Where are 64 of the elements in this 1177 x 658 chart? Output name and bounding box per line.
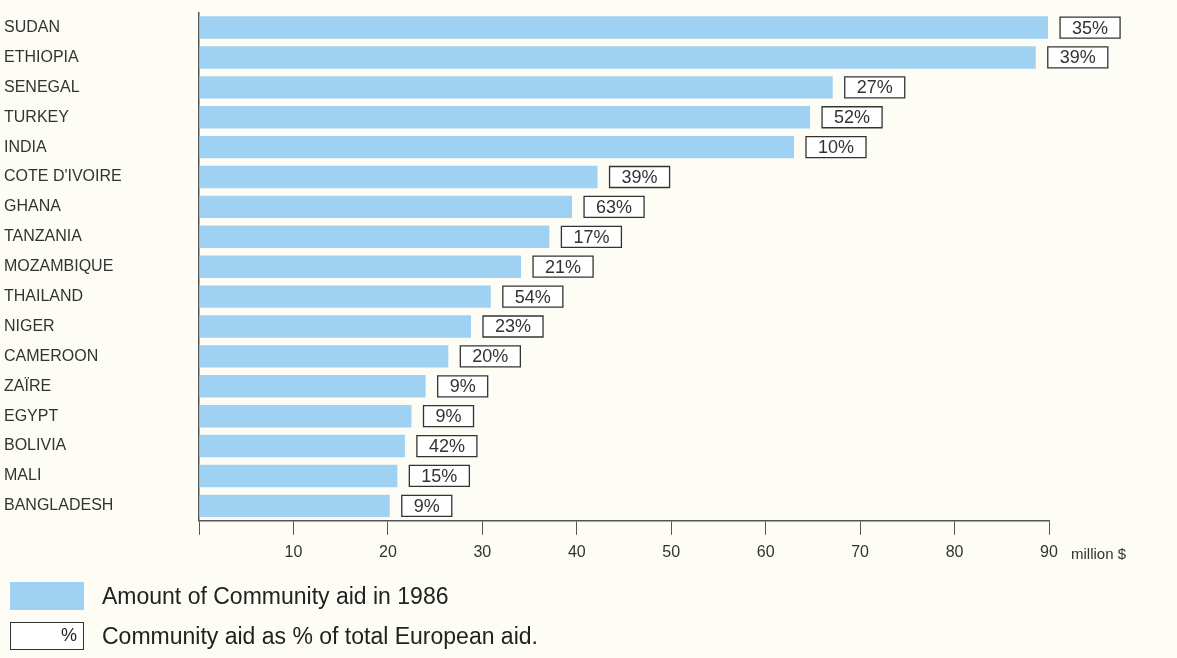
bar xyxy=(199,135,794,159)
bar xyxy=(199,375,426,398)
x-tick-label: 30 xyxy=(473,542,492,560)
y-tick-label: INDIA xyxy=(4,137,47,155)
annotation: 39% xyxy=(621,166,658,187)
x-tick-label: 10 xyxy=(284,542,303,560)
boxed-label-sample: % xyxy=(10,622,84,650)
annotation: 27% xyxy=(856,77,893,98)
bar xyxy=(199,434,405,458)
y-tick-label: EGYPT xyxy=(4,406,59,424)
bar xyxy=(199,255,522,278)
x-tick-label: 90 xyxy=(1040,542,1058,560)
annotation: 9% xyxy=(413,495,440,516)
annotation: 21% xyxy=(545,256,582,277)
x-tick-label: 50 xyxy=(662,542,681,560)
annotation: 42% xyxy=(428,436,465,457)
y-tick-label: BANGLADESH xyxy=(4,496,114,514)
annotation: 52% xyxy=(834,107,871,128)
y-tick-label: MOZAMBIQUE xyxy=(4,257,114,275)
bar xyxy=(199,345,449,368)
bar xyxy=(199,106,811,129)
y-tick-label: TANZANIA xyxy=(4,227,83,245)
bar xyxy=(199,46,1036,69)
y-tick-label: COTE D'IVOIRE xyxy=(4,167,122,185)
bar xyxy=(199,76,833,99)
annotation: 35% xyxy=(1072,17,1109,38)
annotation: 63% xyxy=(596,196,633,217)
annotation: 23% xyxy=(495,316,532,337)
annotation: 15% xyxy=(421,465,458,486)
y-tick-label: ZAÏRE xyxy=(4,376,52,394)
y-tick-label: SUDAN xyxy=(4,17,61,35)
x-tick-label: 20 xyxy=(378,542,397,560)
y-tick-label: TURKEY xyxy=(4,107,70,125)
bar xyxy=(199,494,390,518)
annotation: 17% xyxy=(573,226,610,247)
x-tick-label: 60 xyxy=(756,542,775,560)
bar xyxy=(199,225,550,249)
x-tick-label: 40 xyxy=(567,542,586,560)
annotation: 9% xyxy=(449,376,476,397)
bar xyxy=(199,195,573,219)
y-tick-label: GHANA xyxy=(4,197,62,215)
y-tick-label: BOLIVIA xyxy=(4,436,67,454)
bar xyxy=(199,165,598,189)
annotation: 39% xyxy=(1059,47,1096,68)
bar xyxy=(199,16,1049,39)
annotation: 54% xyxy=(514,286,551,307)
y-tick-label: THAILAND xyxy=(4,287,84,304)
x-tick-label: 70 xyxy=(851,542,870,560)
y-tick-label: NIGER xyxy=(4,316,55,334)
annotation: 10% xyxy=(818,137,855,158)
y-tick-label: CAMEROON xyxy=(4,346,99,364)
bar xyxy=(199,404,412,428)
y-tick-label: ETHIOPIA xyxy=(4,47,80,65)
y-tick-label: MALI xyxy=(4,466,42,484)
legend-label: Amount of Community aid in 1986 xyxy=(102,582,449,610)
y-tick-label: SENEGAL xyxy=(4,77,80,95)
bar xyxy=(199,464,398,488)
bar xyxy=(199,285,491,308)
bar xyxy=(199,315,471,338)
x-axis-title: million $ xyxy=(1071,544,1127,562)
text: Community aid as % of total European aid. xyxy=(102,622,538,650)
annotation: 20% xyxy=(472,346,509,367)
x-tick-label: 80 xyxy=(945,542,964,560)
annotation: 9% xyxy=(435,406,462,427)
